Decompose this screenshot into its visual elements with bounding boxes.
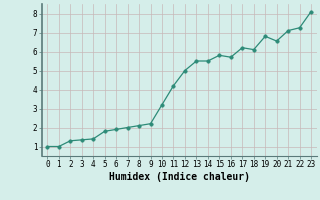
X-axis label: Humidex (Indice chaleur): Humidex (Indice chaleur) — [109, 172, 250, 182]
